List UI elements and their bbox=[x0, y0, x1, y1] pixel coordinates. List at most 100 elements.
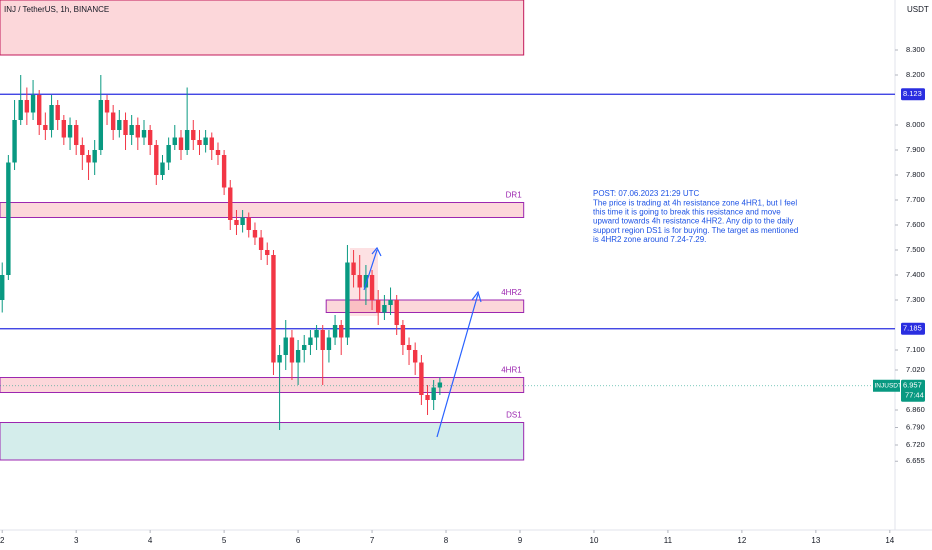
candle-body bbox=[406, 345, 412, 350]
candle-body bbox=[215, 150, 221, 155]
annotation-line: POST: 07.06.2023 21:29 UTC bbox=[593, 189, 700, 198]
zone bbox=[0, 422, 525, 461]
candle-body bbox=[277, 355, 282, 363]
price-tag-label: 6.957 bbox=[903, 381, 922, 390]
zone bbox=[0, 377, 525, 393]
candle-body bbox=[178, 137, 184, 150]
candle-body bbox=[18, 100, 23, 120]
candle-body bbox=[154, 145, 159, 175]
candle-body bbox=[283, 337, 288, 355]
candle-body bbox=[30, 95, 36, 113]
zone bbox=[0, 202, 525, 218]
y-tick-label: 7.400 bbox=[906, 270, 925, 279]
y-tick-label: 8.000 bbox=[906, 120, 925, 129]
candle-body bbox=[437, 382, 443, 388]
candle-body bbox=[234, 220, 239, 225]
price-tag bbox=[901, 379, 925, 402]
x-tick-label: 5 bbox=[222, 536, 227, 545]
candle-body bbox=[314, 330, 319, 338]
zone bbox=[325, 299, 525, 313]
candle-body bbox=[345, 262, 350, 338]
candle-body bbox=[339, 325, 344, 338]
candle-body bbox=[388, 300, 393, 305]
currency-label: USDT bbox=[907, 5, 929, 14]
candle-body bbox=[394, 300, 399, 325]
x-tick-label: 8 bbox=[444, 536, 449, 545]
annotation-line: support region DS1 is for buying. The ta… bbox=[593, 226, 798, 235]
candle-body bbox=[110, 112, 116, 130]
candle-body bbox=[295, 350, 301, 363]
candle-body bbox=[49, 105, 54, 130]
candle-body bbox=[61, 120, 67, 138]
zone-label: 4HR2 bbox=[501, 288, 522, 297]
y-tick-label: 7.100 bbox=[906, 345, 925, 354]
candle-body bbox=[24, 100, 30, 113]
arrow-small-head bbox=[371, 246, 382, 257]
arrows bbox=[363, 246, 482, 438]
candles bbox=[0, 75, 443, 430]
candle-body bbox=[425, 395, 430, 400]
x-tick-label: 2 bbox=[0, 536, 5, 545]
x-tick-label: 12 bbox=[737, 536, 746, 545]
level-name-tag bbox=[873, 379, 900, 392]
price-tag bbox=[901, 88, 925, 101]
candle-body bbox=[172, 137, 177, 145]
candle-body bbox=[12, 120, 17, 163]
level-name: INJUSDT bbox=[875, 382, 902, 389]
candle-body bbox=[129, 125, 134, 135]
candle-body bbox=[92, 150, 97, 163]
zone-label: DS1 bbox=[506, 411, 522, 420]
candle-body bbox=[55, 105, 60, 120]
candle-body bbox=[363, 275, 369, 288]
x-tick-label: 3 bbox=[74, 536, 79, 545]
annotation-line: upward towards 4h resistance 4HR2. Any d… bbox=[593, 217, 794, 226]
candle-body bbox=[209, 137, 214, 150]
candle-body bbox=[228, 187, 233, 220]
candle-body bbox=[265, 250, 270, 255]
y-tick-label: 7.300 bbox=[906, 295, 925, 304]
y-tick-label: 8.300 bbox=[906, 45, 925, 54]
candle-body bbox=[135, 125, 141, 138]
candle-body bbox=[123, 120, 128, 135]
candle-body bbox=[320, 330, 325, 350]
y-tick-label: 7.020 bbox=[906, 365, 925, 374]
candle-body bbox=[258, 237, 264, 250]
annotation-line: The price is trading at 4h resistance zo… bbox=[593, 198, 797, 207]
zone-label: 4HR1 bbox=[501, 366, 522, 375]
price-tag-label: 8.123 bbox=[903, 89, 922, 98]
candle-body bbox=[166, 145, 171, 163]
arrow-long-head bbox=[471, 290, 482, 303]
candle-body bbox=[240, 217, 245, 225]
y-tick-label: 7.900 bbox=[906, 145, 925, 154]
candle-body bbox=[357, 275, 362, 288]
candle-body bbox=[67, 125, 73, 138]
x-tick-label: 13 bbox=[811, 536, 820, 545]
annotation-line: this time it is going to break this resi… bbox=[593, 208, 781, 217]
x-tick-label: 4 bbox=[148, 536, 153, 545]
candle-body bbox=[246, 217, 251, 230]
candle-body bbox=[141, 130, 147, 138]
y-tick-label: 6.860 bbox=[906, 405, 925, 414]
y-tick-label: 8.200 bbox=[906, 70, 925, 79]
candle-body bbox=[332, 325, 338, 338]
candle-body bbox=[375, 300, 381, 313]
candle-body bbox=[308, 337, 313, 345]
x-tick-label: 7 bbox=[370, 536, 375, 545]
candle-body bbox=[221, 155, 227, 188]
y-tick-label: 6.655 bbox=[906, 456, 925, 465]
candle-body bbox=[104, 100, 110, 113]
x-tick-label: 11 bbox=[664, 536, 673, 545]
y-tick-label: 6.720 bbox=[906, 440, 925, 449]
candle-body bbox=[160, 162, 165, 175]
axes: 8.300 8.200 8.000 7.900 7.800 7.700 7.600 7.500… bbox=[0, 45, 925, 545]
candle-body bbox=[98, 100, 104, 150]
candle-body bbox=[191, 130, 196, 140]
candle-body bbox=[73, 125, 79, 145]
candle-body bbox=[302, 345, 307, 350]
arrow-long bbox=[436, 293, 479, 438]
zones: DR1 4HR2 4HR1 DS1 bbox=[0, 0, 525, 461]
y-tick-label: 7.700 bbox=[906, 195, 925, 204]
candle-body bbox=[197, 140, 202, 145]
